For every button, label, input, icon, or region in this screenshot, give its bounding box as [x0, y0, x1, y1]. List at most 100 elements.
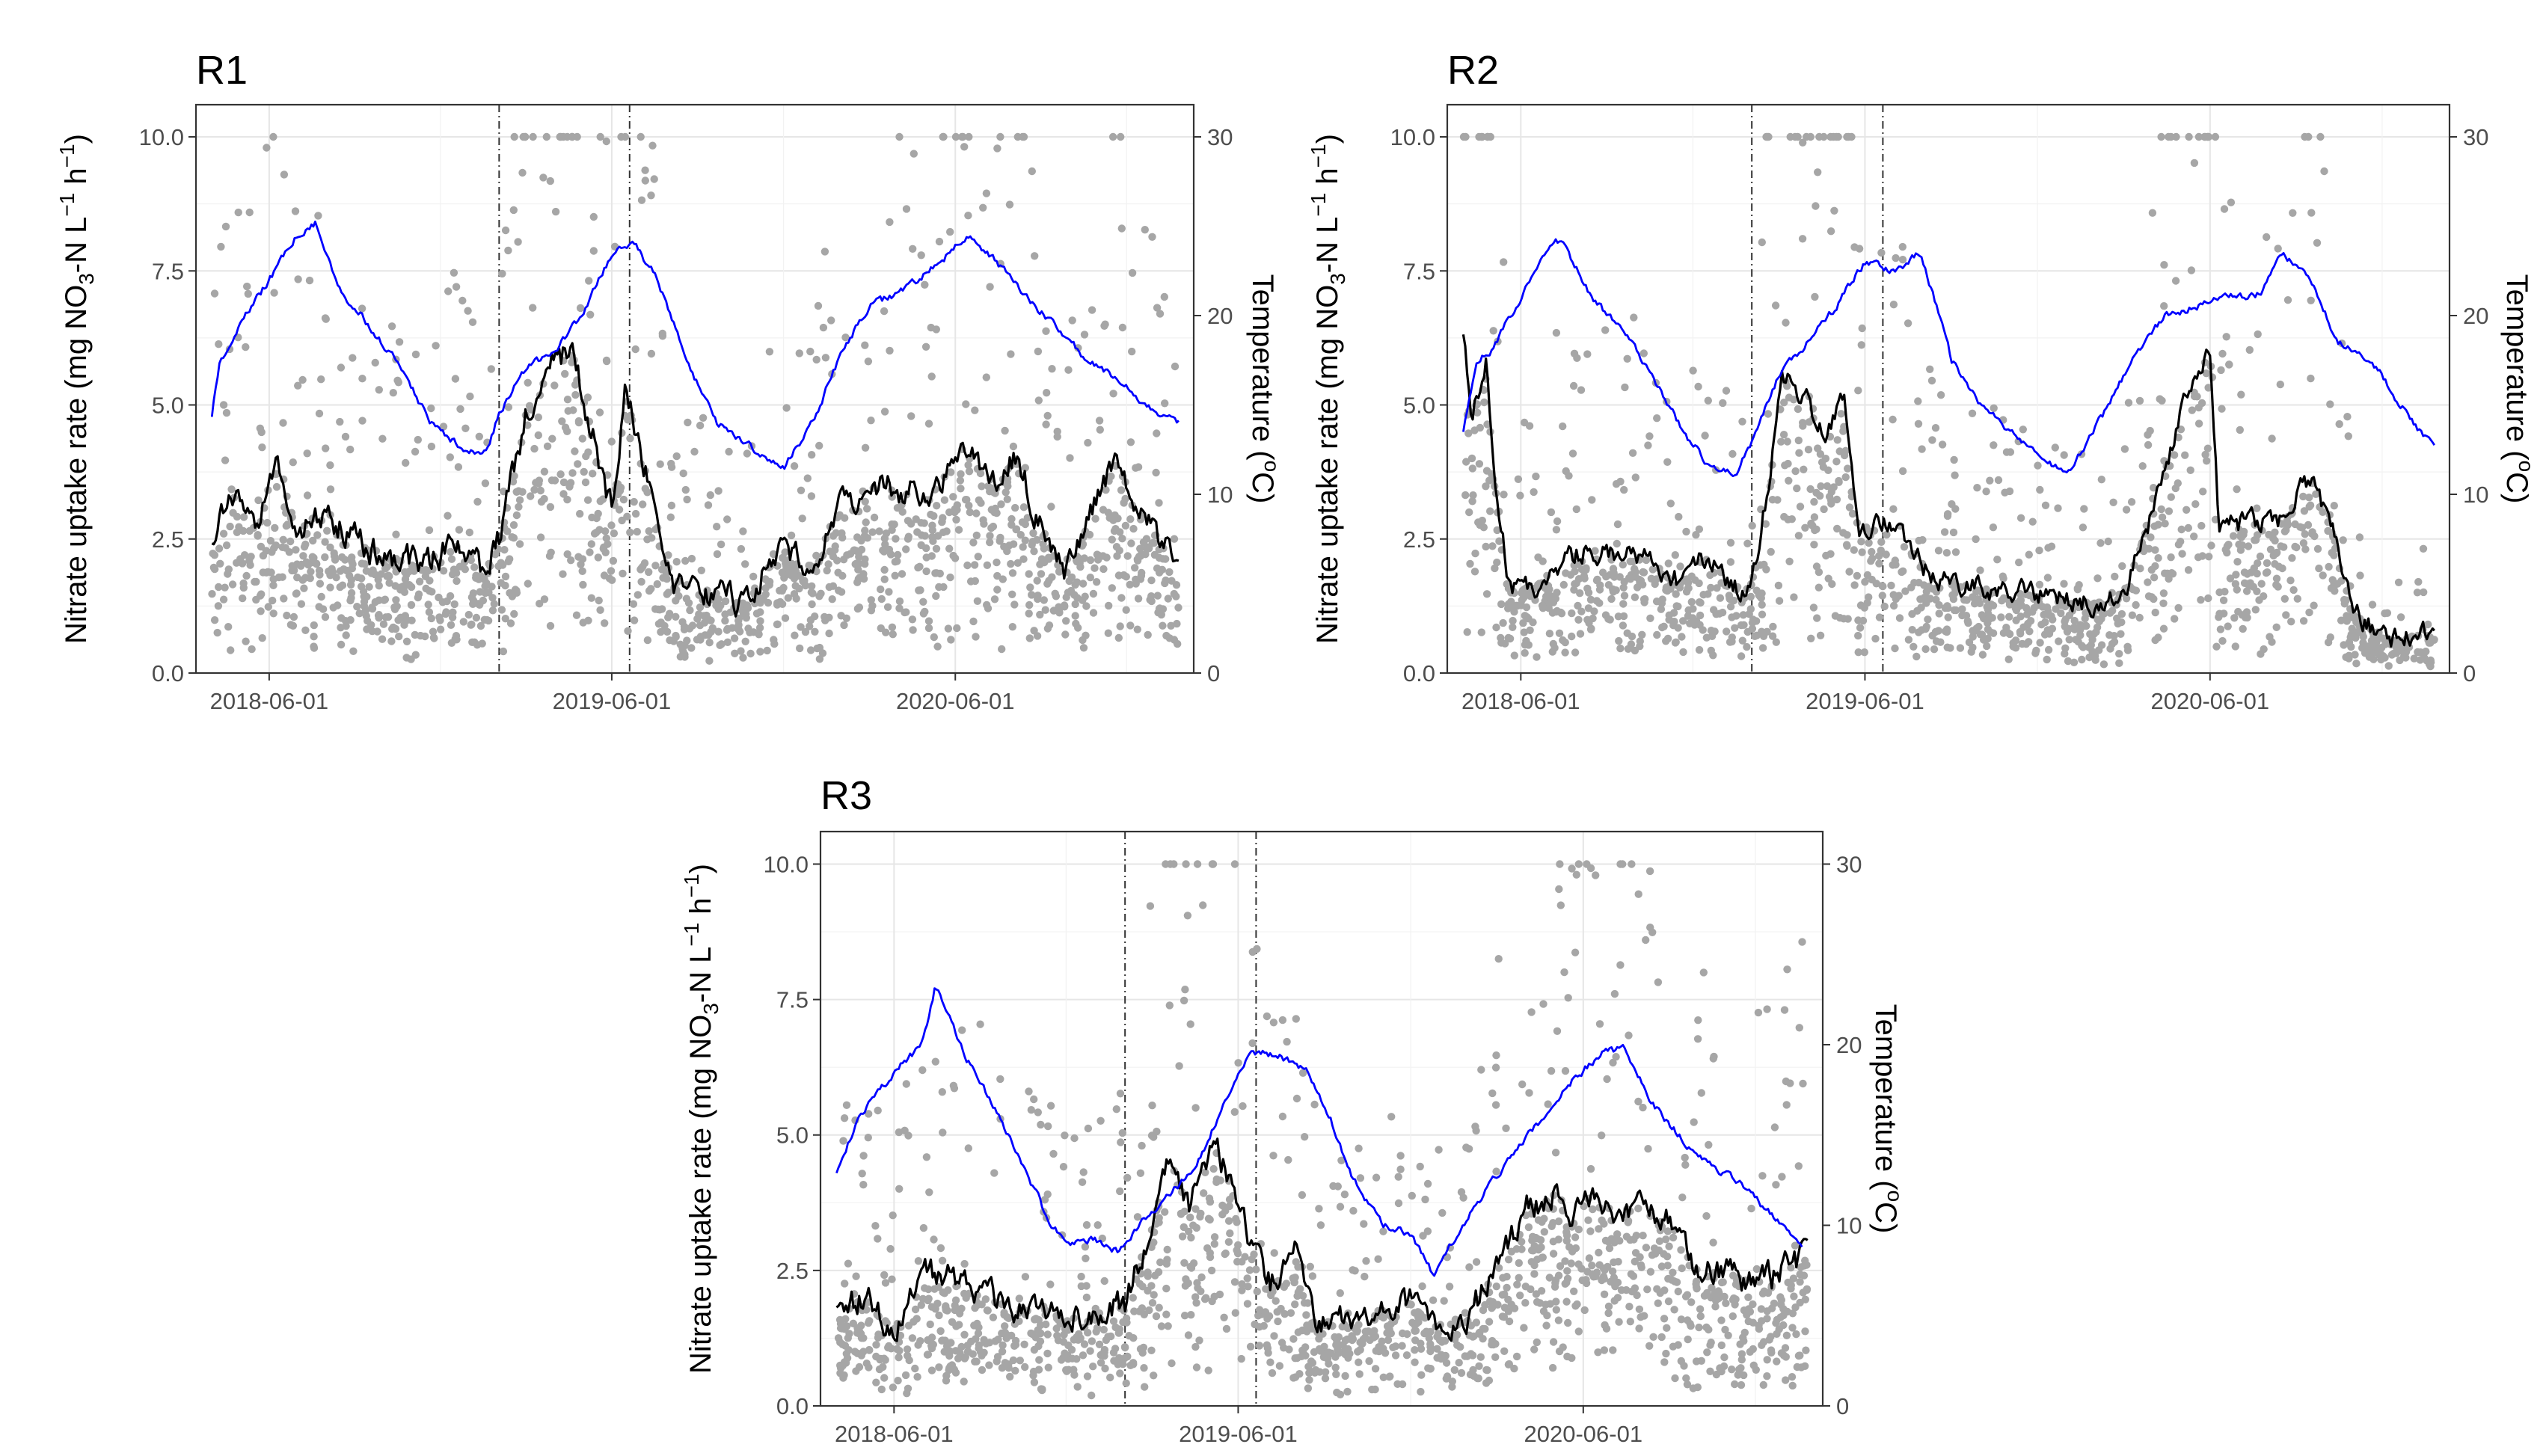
scatter-point: [1898, 568, 1906, 577]
scatter-point: [1061, 1131, 1069, 1140]
scatter-point: [2351, 651, 2359, 659]
scatter-point: [1539, 1000, 1547, 1008]
scatter-point: [1841, 473, 1850, 482]
y-tick-label: 0.0: [1403, 660, 1435, 686]
scatter-point: [289, 621, 298, 630]
scatter-point: [1775, 597, 1784, 605]
scatter-point: [1690, 1118, 1698, 1126]
scatter-point: [1601, 326, 1610, 334]
scatter-point: [1115, 1354, 1123, 1363]
scatter-point: [1629, 1272, 1638, 1280]
scatter-point: [1238, 1280, 1246, 1288]
scatter-point: [1810, 497, 1818, 506]
scatter-point: [1248, 1039, 1257, 1048]
scatter-point: [2065, 636, 2073, 644]
scatter-point: [1984, 615, 1993, 623]
scatter-point: [2123, 646, 2132, 654]
scatter-point: [1898, 467, 1907, 476]
scatter-point: [402, 458, 410, 467]
scatter-point: [464, 307, 472, 315]
scatter-point: [1150, 550, 1159, 559]
scatter-point: [948, 1318, 957, 1327]
scatter-point: [1030, 1095, 1038, 1104]
scatter-point: [1040, 596, 1049, 604]
scatter-point: [1589, 1205, 1597, 1214]
scatter-point: [843, 1322, 851, 1330]
scatter-point: [1767, 547, 1775, 556]
scatter-point: [2151, 608, 2159, 617]
scatter-point: [1011, 1366, 1019, 1375]
scatter-point: [838, 571, 847, 580]
scatter-point: [447, 555, 456, 563]
scatter-point: [854, 565, 862, 574]
scatter-point: [574, 460, 582, 468]
scatter-point: [349, 647, 358, 655]
scatter-point: [1283, 1037, 1291, 1046]
scatter-point: [509, 477, 518, 486]
scatter-point: [1321, 1368, 1330, 1377]
scatter-point: [1126, 515, 1135, 523]
scatter-point: [1238, 1286, 1246, 1294]
scatter-point: [257, 607, 265, 615]
scatter-point: [504, 557, 512, 565]
scatter-point: [986, 538, 994, 547]
scatter-point: [269, 596, 277, 605]
scatter-point: [911, 1305, 920, 1314]
scatter-point: [1633, 1291, 1641, 1300]
scatter-point: [2299, 492, 2307, 501]
scatter-point: [2343, 413, 2352, 421]
scatter-point: [1117, 486, 1126, 494]
scatter-point: [919, 598, 927, 606]
scatter-point: [1643, 1285, 1651, 1294]
scatter-point: [1112, 543, 1121, 551]
scatter-point: [1719, 1278, 1727, 1286]
panel-title: R2: [1447, 48, 1499, 93]
scatter-point: [1472, 1126, 1480, 1135]
scatter-point: [725, 447, 733, 456]
scatter-point: [1694, 382, 1702, 391]
x-tick-label: 2018-06-01: [210, 688, 329, 714]
scatter-point: [1261, 1308, 1270, 1316]
scatter-point: [1692, 1277, 1701, 1285]
scatter-point: [2086, 600, 2095, 609]
scatter-point: [1474, 518, 1482, 526]
scatter-point: [2236, 546, 2245, 554]
scatter-point: [1942, 625, 1951, 633]
scatter-point: [877, 585, 885, 594]
nitrate-rolling-mean-line: [835, 1137, 1809, 1342]
scatter-point: [956, 1349, 964, 1357]
scatter-point: [957, 470, 965, 479]
scatter-point: [1758, 644, 1767, 652]
scatter-point: [840, 1114, 849, 1122]
scatter-point: [1006, 1372, 1014, 1381]
scatter-point: [969, 617, 978, 626]
scatter-point: [928, 521, 936, 529]
scatter-point: [2222, 333, 2230, 341]
scatter-point: [1225, 1202, 1233, 1211]
scatter-point: [1868, 575, 1876, 584]
scatter-point: [842, 614, 851, 622]
scatter-point: [1771, 301, 1780, 310]
scatter-point: [1942, 549, 1951, 557]
scatter-point: [1915, 628, 1923, 636]
scatter-point: [1704, 396, 1712, 405]
scatter-point: [1028, 167, 1037, 176]
scatter-point: [1634, 1204, 1642, 1213]
scatter-point: [1744, 1293, 1752, 1302]
scatter-point: [446, 592, 455, 600]
scatter-point: [1853, 571, 1862, 580]
scatter-point: [2095, 617, 2103, 626]
series-lines: [210, 220, 1180, 618]
scatter-point: [1477, 1066, 1485, 1074]
scatter-point: [1305, 1369, 1313, 1377]
scatter-point: [1678, 1264, 1686, 1273]
scatter-point: [672, 631, 680, 640]
scatter-point: [1844, 615, 1852, 623]
scatter-point: [1693, 1285, 1701, 1293]
scatter-point: [2229, 532, 2238, 540]
scatter-point: [1049, 1149, 1058, 1158]
scatter-point: [2328, 576, 2337, 584]
scatter-point: [586, 548, 594, 556]
scatter-point: [1127, 539, 1135, 547]
scatter-point: [914, 1257, 923, 1265]
